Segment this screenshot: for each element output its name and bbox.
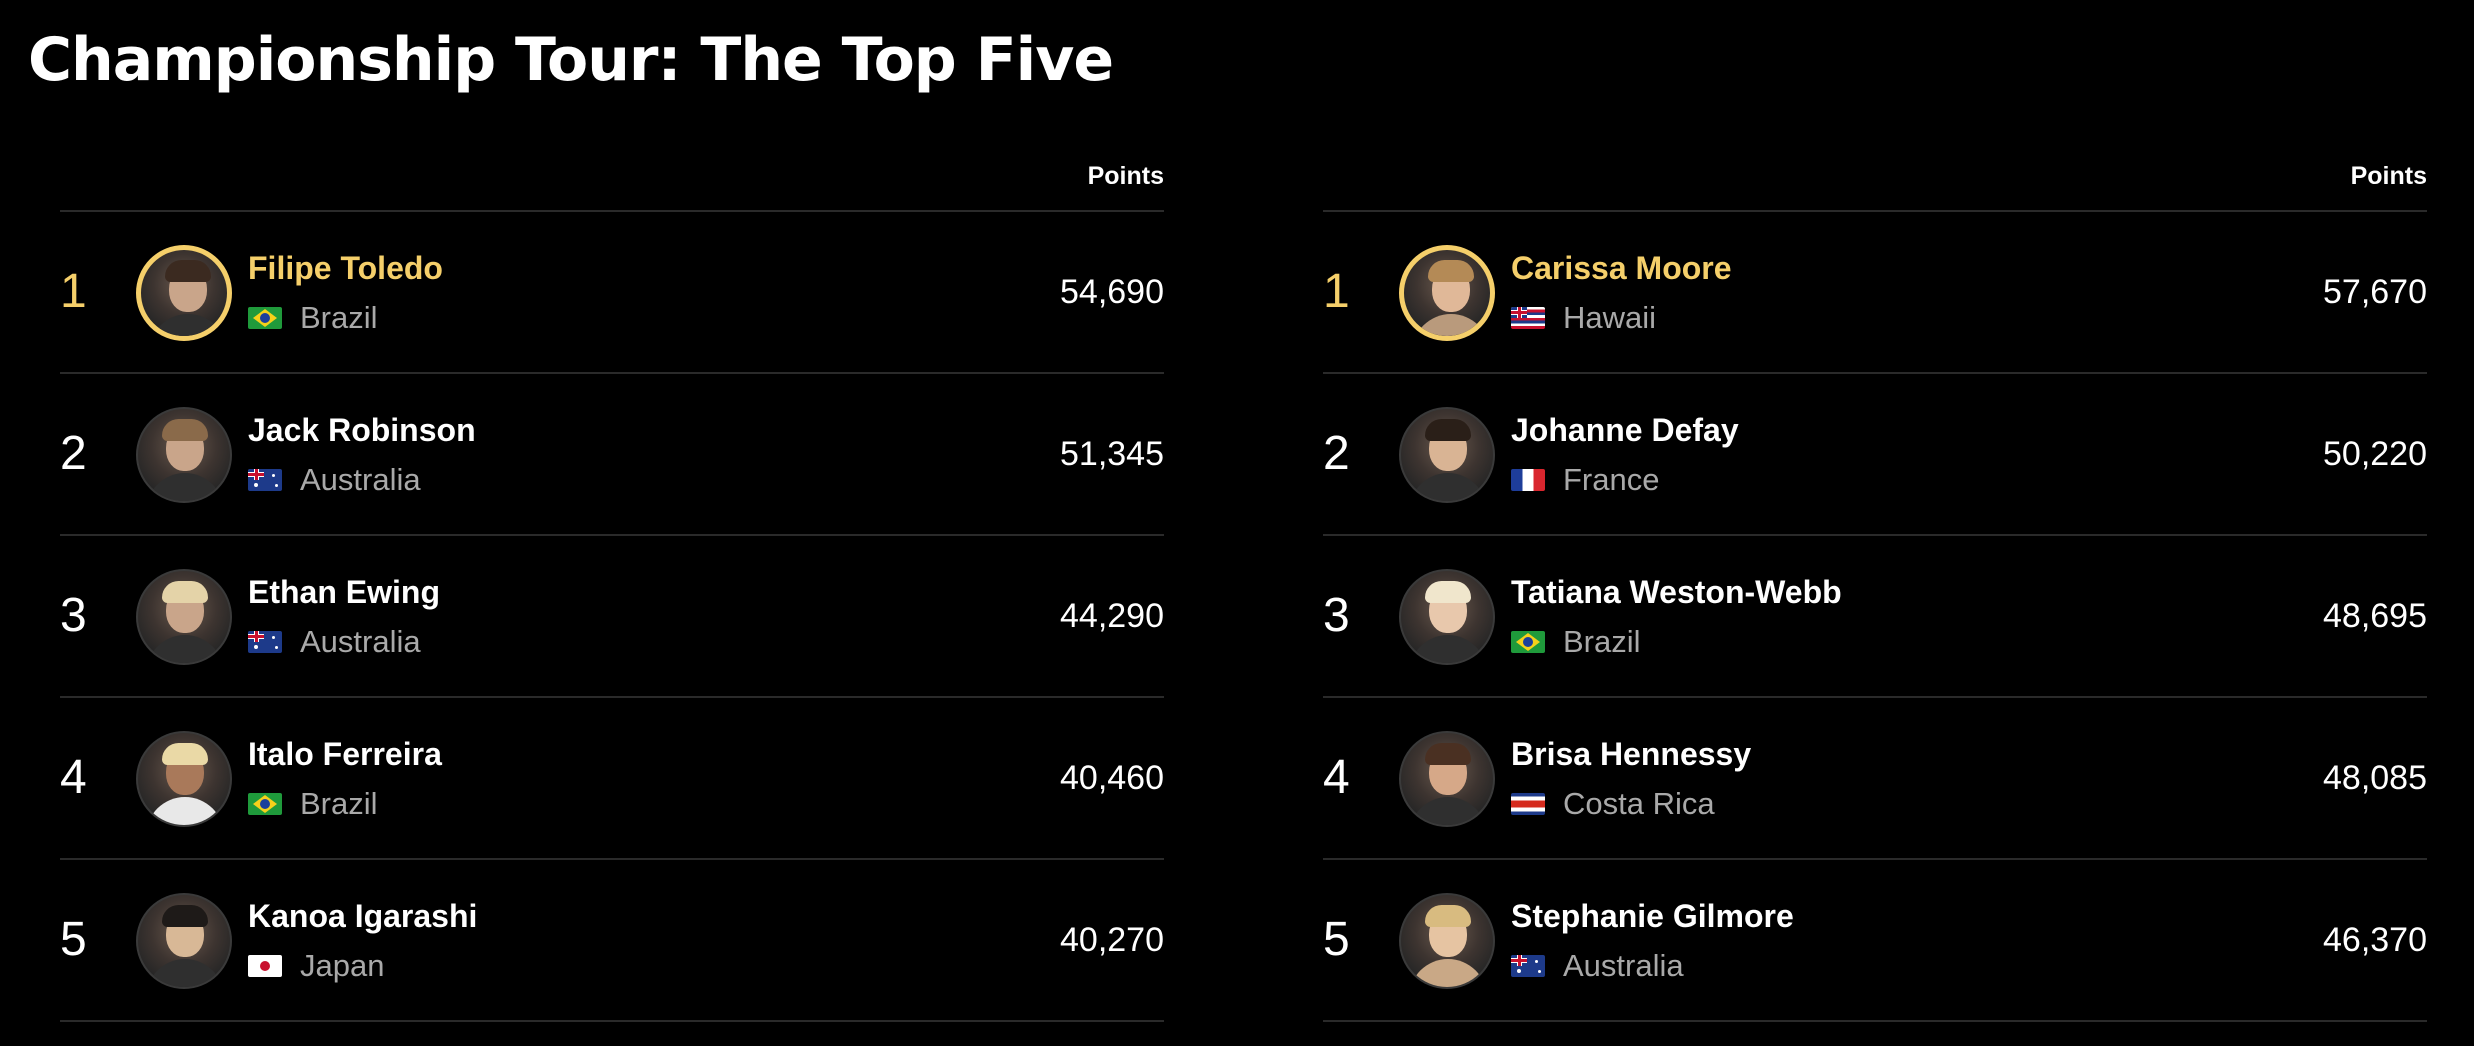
australia-flag-icon [1511,955,1545,977]
athlete-name-link[interactable]: Ethan Ewing [248,574,440,610]
country-name: France [1563,462,1660,497]
leaderboard-row[interactable]: 5 Kanoa Igarashi Japan 40,270 [60,860,1164,1022]
leaderboard-row[interactable]: 3 Ethan Ewing Australia 44,290 [60,536,1164,698]
athlete-avatar[interactable] [136,569,232,665]
rank-number: 4 [1323,751,1350,804]
athlete-name-link[interactable]: Filipe Toledo [248,250,443,286]
leaderboard-row[interactable]: 2 Johanne Defay France 50,220 [1323,374,2427,536]
country-name: Australia [300,624,421,659]
athlete-avatar[interactable] [136,731,232,827]
country-name: Japan [300,948,385,983]
athlete-name-link[interactable]: Johanne Defay [1511,412,1739,448]
athlete-points: 48,695 [2323,597,2427,635]
athlete-country: Japan [248,946,384,986]
athlete-name-link[interactable]: Carissa Moore [1511,250,1732,286]
costa-rica-flag-icon [1511,793,1545,815]
leaderboard-header: Points [60,150,1164,212]
athlete-name-link[interactable]: Italo Ferreira [248,736,442,772]
france-flag-icon [1511,469,1545,491]
leaderboard-row[interactable]: 4 Brisa Hennessy Costa Rica 48,085 [1323,698,2427,860]
athlete-country: Brazil [248,784,378,824]
athlete-country: Australia [248,622,421,662]
leaderboard-women: Points 1 Carissa Moore Hawaii 57,670 2 J… [1323,150,2427,1022]
athlete-points: 51,345 [1060,435,1164,473]
rank-number: 2 [60,427,87,480]
athlete-points: 48,085 [2323,759,2427,797]
leaderboard-row[interactable]: 5 Stephanie Gilmore Australia 46,370 [1323,860,2427,1022]
athlete-avatar[interactable] [1399,731,1495,827]
athlete-points: 50,220 [2323,435,2427,473]
athlete-avatar[interactable] [1399,893,1495,989]
athlete-points: 46,370 [2323,921,2427,959]
athlete-country: Australia [248,460,421,500]
rank-number: 3 [1323,589,1350,642]
brazil-flag-icon [248,793,282,815]
rank-number: 1 [60,265,87,318]
leaderboard-row[interactable]: 3 Tatiana Weston-Webb Brazil 48,695 [1323,536,2427,698]
rank-number: 4 [60,751,87,804]
athlete-avatar[interactable] [1399,245,1495,341]
brazil-flag-icon [248,307,282,329]
country-name: Australia [300,462,421,497]
athlete-avatar[interactable] [136,407,232,503]
australia-flag-icon [248,469,282,491]
country-name: Brazil [1563,624,1641,659]
leaderboard-row[interactable]: 1 Carissa Moore Hawaii 57,670 [1323,212,2427,374]
athlete-country: Brazil [1511,622,1641,662]
athlete-country: Costa Rica [1511,784,1715,824]
rank-number: 3 [60,589,87,642]
country-name: Costa Rica [1563,786,1715,821]
athlete-country: Australia [1511,946,1684,986]
country-name: Brazil [300,300,378,335]
athlete-avatar[interactable] [1399,569,1495,665]
hawaii-flag-icon [1511,307,1545,329]
leaderboard-row[interactable]: 1 Filipe Toledo Brazil 54,690 [60,212,1164,374]
athlete-name-link[interactable]: Stephanie Gilmore [1511,898,1794,934]
leaderboard-men: Points 1 Filipe Toledo Brazil 54,690 2 J… [60,150,1164,1022]
country-name: Australia [1563,948,1684,983]
leaderboard-header: Points [1323,150,2427,212]
rank-number: 2 [1323,427,1350,480]
athlete-country: Brazil [248,298,378,338]
athlete-name-link[interactable]: Brisa Hennessy [1511,736,1752,772]
japan-flag-icon [248,955,282,977]
athlete-name-link[interactable]: Kanoa Igarashi [248,898,478,934]
rank-number: 1 [1323,265,1350,318]
athlete-points: 44,290 [1060,597,1164,635]
athlete-name-link[interactable]: Jack Robinson [248,412,476,448]
athlete-avatar[interactable] [136,245,232,341]
athlete-avatar[interactable] [1399,407,1495,503]
athlete-country: Hawaii [1511,298,1656,338]
athlete-country: France [1511,460,1659,500]
australia-flag-icon [248,631,282,653]
leaderboard-row[interactable]: 2 Jack Robinson Australia 51,345 [60,374,1164,536]
page-title: Championship Tour: The Top Five [28,25,1114,95]
points-column-header: Points [1087,162,1164,190]
athlete-points: 40,270 [1060,921,1164,959]
athlete-points: 54,690 [1060,273,1164,311]
country-name: Brazil [300,786,378,821]
rank-number: 5 [1323,913,1350,966]
athlete-name-link[interactable]: Tatiana Weston-Webb [1511,574,1842,610]
points-column-header: Points [2350,162,2427,190]
athlete-points: 40,460 [1060,759,1164,797]
country-name: Hawaii [1563,300,1657,335]
athlete-points: 57,670 [2323,273,2427,311]
brazil-flag-icon [1511,631,1545,653]
athlete-avatar[interactable] [136,893,232,989]
rank-number: 5 [60,913,87,966]
leaderboard-row[interactable]: 4 Italo Ferreira Brazil 40,460 [60,698,1164,860]
